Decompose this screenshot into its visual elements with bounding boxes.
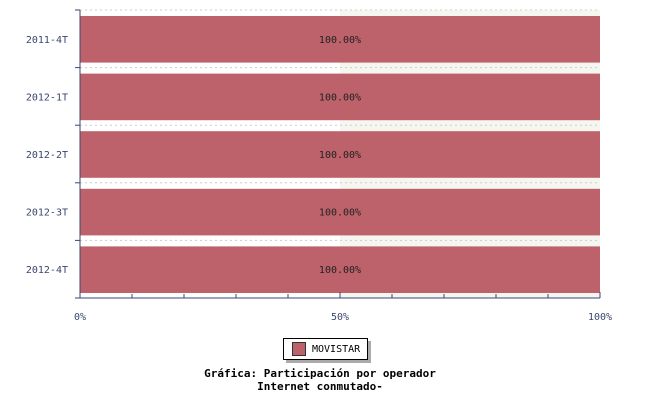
bar bbox=[80, 246, 600, 293]
chart-title: Gráfica: Participación por operador bbox=[204, 367, 436, 380]
bar bbox=[80, 131, 600, 178]
y-tick-label: 2012-4T bbox=[26, 265, 68, 276]
x-tick-label: 0% bbox=[74, 312, 86, 323]
chart: 100.00% 2011-4T 100.00% 2012-1T 100.00% 2012-… bbox=[26, 9, 612, 323]
y-tick-label: 2012-1T bbox=[26, 92, 68, 103]
bar bbox=[80, 73, 600, 121]
bar-label: 100.00% bbox=[319, 150, 361, 161]
x-tick-label: 50% bbox=[331, 312, 349, 323]
legend: MOVISTAR bbox=[283, 338, 368, 360]
bar bbox=[80, 16, 600, 63]
legend-swatch bbox=[292, 342, 306, 356]
x-tick-label: 100% bbox=[588, 312, 612, 323]
y-tick-label: 2012-3T bbox=[26, 208, 68, 219]
y-tick-label: 2011-4T bbox=[26, 35, 68, 46]
chart-title-block: Gráfica: Participación por operador Inte… bbox=[0, 367, 640, 393]
y-tick-label: 2012-2T bbox=[26, 150, 68, 161]
bar-label: 100.00% bbox=[319, 35, 361, 46]
bar-label: 100.00% bbox=[319, 92, 361, 103]
chart-subtitle: Internet conmutado- bbox=[257, 380, 383, 393]
bar bbox=[80, 188, 600, 236]
bar-label: 100.00% bbox=[319, 265, 361, 276]
bar-label: 100.00% bbox=[319, 208, 361, 219]
legend-label: MOVISTAR bbox=[312, 343, 361, 355]
